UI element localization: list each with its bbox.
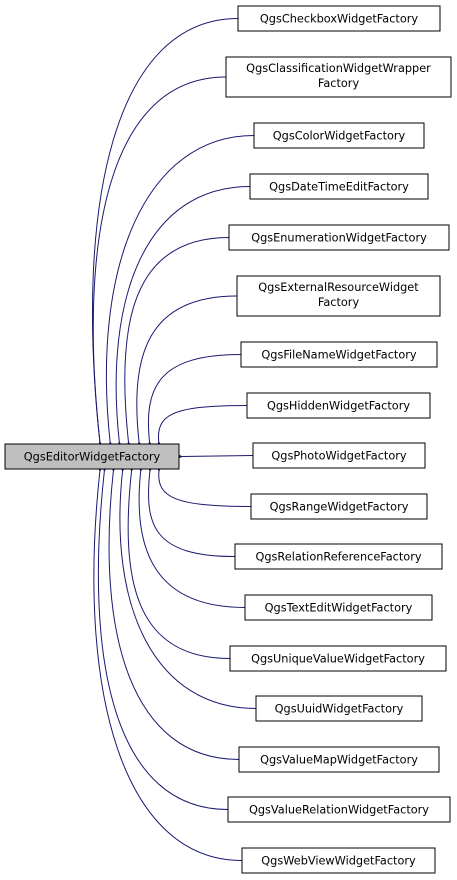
node-value-relation-widget-factory[interactable]: QgsValueRelationWidgetFactory xyxy=(227,796,451,823)
node-label: QgsPhotoWidgetFactory xyxy=(271,450,407,463)
node-box xyxy=(237,5,441,32)
node-box xyxy=(252,442,426,469)
node-enumeration-widget-factory[interactable]: QgsEnumerationWidgetFactory xyxy=(228,224,450,251)
node-color-widget-factory[interactable]: QgsColorWidgetFactory xyxy=(253,122,425,149)
edge-date-time-edit-factory xyxy=(116,186,251,444)
node-box xyxy=(246,392,431,419)
node-label-line: Factory xyxy=(318,296,360,309)
node-label: QgsHiddenWidgetFactory xyxy=(267,400,410,413)
node-label: QgsCheckboxWidgetFactory xyxy=(260,13,418,26)
node-value-map-widget-factory[interactable]: QgsValueMapWidgetFactory xyxy=(238,746,440,773)
node-photo-widget-factory[interactable]: QgsPhotoWidgetFactory xyxy=(252,442,426,469)
node-date-time-edit-factory[interactable]: QgsDateTimeEditFactory xyxy=(249,173,429,200)
edge-value-map-widget-factory xyxy=(108,470,240,760)
node-label: QgsUuidWidgetFactory xyxy=(275,703,404,716)
node-label: QgsWebViewWidgetFactory xyxy=(261,855,416,868)
node-label: QgsRangeWidgetFactory xyxy=(270,501,409,514)
edge-external-resource-widget-factory xyxy=(137,295,238,443)
node-box xyxy=(249,173,429,200)
node-unique-value-widget-factory[interactable]: QgsUniqueValueWidgetFactory xyxy=(229,645,447,672)
edge-unique-value-widget-factory xyxy=(128,470,231,659)
node-box xyxy=(255,695,423,722)
edge-hidden-widget-factory xyxy=(158,405,248,444)
node-classification-widget-wrapper-factory[interactable]: QgsClassificationWidgetWrapper Factory xyxy=(225,56,452,98)
node-label: QgsValueMapWidgetFactory xyxy=(260,754,418,767)
node-editor-widget-factory[interactable]: QgsEditorWidgetFactory xyxy=(4,443,180,470)
edge-relation-reference-factory xyxy=(149,470,236,557)
node-label: QgsTextEditWidgetFactory xyxy=(265,602,413,615)
node-box xyxy=(238,746,440,773)
node-label: QgsDateTimeEditFactory xyxy=(269,181,409,194)
node-label-line: QgsClassificationWidgetWrapper xyxy=(246,62,431,75)
node-hidden-widget-factory[interactable]: QgsHiddenWidgetFactory xyxy=(246,392,431,419)
node-label: QgsUniqueValueWidgetFactory xyxy=(251,653,425,666)
edge-file-name-widget-factory xyxy=(148,354,242,444)
inheritance-edges xyxy=(92,18,257,861)
node-range-widget-factory[interactable]: QgsRangeWidgetFactory xyxy=(250,493,428,520)
edge-classification-widget-wrapper-factory xyxy=(92,76,227,443)
node-relation-reference-factory[interactable]: QgsRelationReferenceFactory xyxy=(234,543,443,570)
node-box xyxy=(225,56,452,98)
edge-uuid-widget-factory xyxy=(120,470,257,709)
node-file-name-widget-factory[interactable]: QgsFileNameWidgetFactory xyxy=(240,341,438,368)
node-label: QgsColorWidgetFactory xyxy=(273,130,406,143)
node-label: QgsValueRelationWidgetFactory xyxy=(249,804,429,817)
edge-web-view-widget-factory xyxy=(93,470,243,861)
edge-range-widget-factory xyxy=(159,470,252,507)
node-uuid-widget-factory[interactable]: QgsUuidWidgetFactory xyxy=(255,695,423,722)
edge-color-widget-factory xyxy=(106,135,255,444)
node-box xyxy=(241,847,436,874)
node-box xyxy=(236,275,441,317)
edge-text-edit-widget-factory xyxy=(139,470,246,608)
node-box xyxy=(234,543,443,570)
node-box xyxy=(253,122,425,149)
edge-checkbox-widget-factory xyxy=(92,18,239,444)
node-box xyxy=(227,796,451,823)
node-checkbox-widget-factory[interactable]: QgsCheckboxWidgetFactory xyxy=(237,5,441,32)
edge-value-relation-widget-factory xyxy=(97,470,229,810)
class-nodes: QgsEditorWidgetFactory QgsCheckboxWidgetF… xyxy=(4,5,452,874)
node-box xyxy=(229,645,447,672)
node-box xyxy=(244,594,433,621)
node-box xyxy=(4,443,180,470)
edge-enumeration-widget-factory xyxy=(125,237,230,444)
node-label-line: QgsExternalResourceWidget xyxy=(258,281,419,294)
edge-photo-widget-factory xyxy=(181,456,254,457)
node-label-line: Factory xyxy=(318,77,360,90)
node-box xyxy=(250,493,428,520)
node-label: QgsEnumerationWidgetFactory xyxy=(251,232,427,245)
node-web-view-widget-factory[interactable]: QgsWebViewWidgetFactory xyxy=(241,847,436,874)
node-label: QgsRelationReferenceFactory xyxy=(255,551,421,564)
node-label: QgsFileNameWidgetFactory xyxy=(261,349,417,362)
node-external-resource-widget-factory[interactable]: QgsExternalResourceWidget Factory xyxy=(236,275,441,317)
node-text-edit-widget-factory[interactable]: QgsTextEditWidgetFactory xyxy=(244,594,433,621)
node-label: QgsEditorWidgetFactory xyxy=(24,451,161,464)
node-box xyxy=(228,224,450,251)
node-box xyxy=(240,341,438,368)
